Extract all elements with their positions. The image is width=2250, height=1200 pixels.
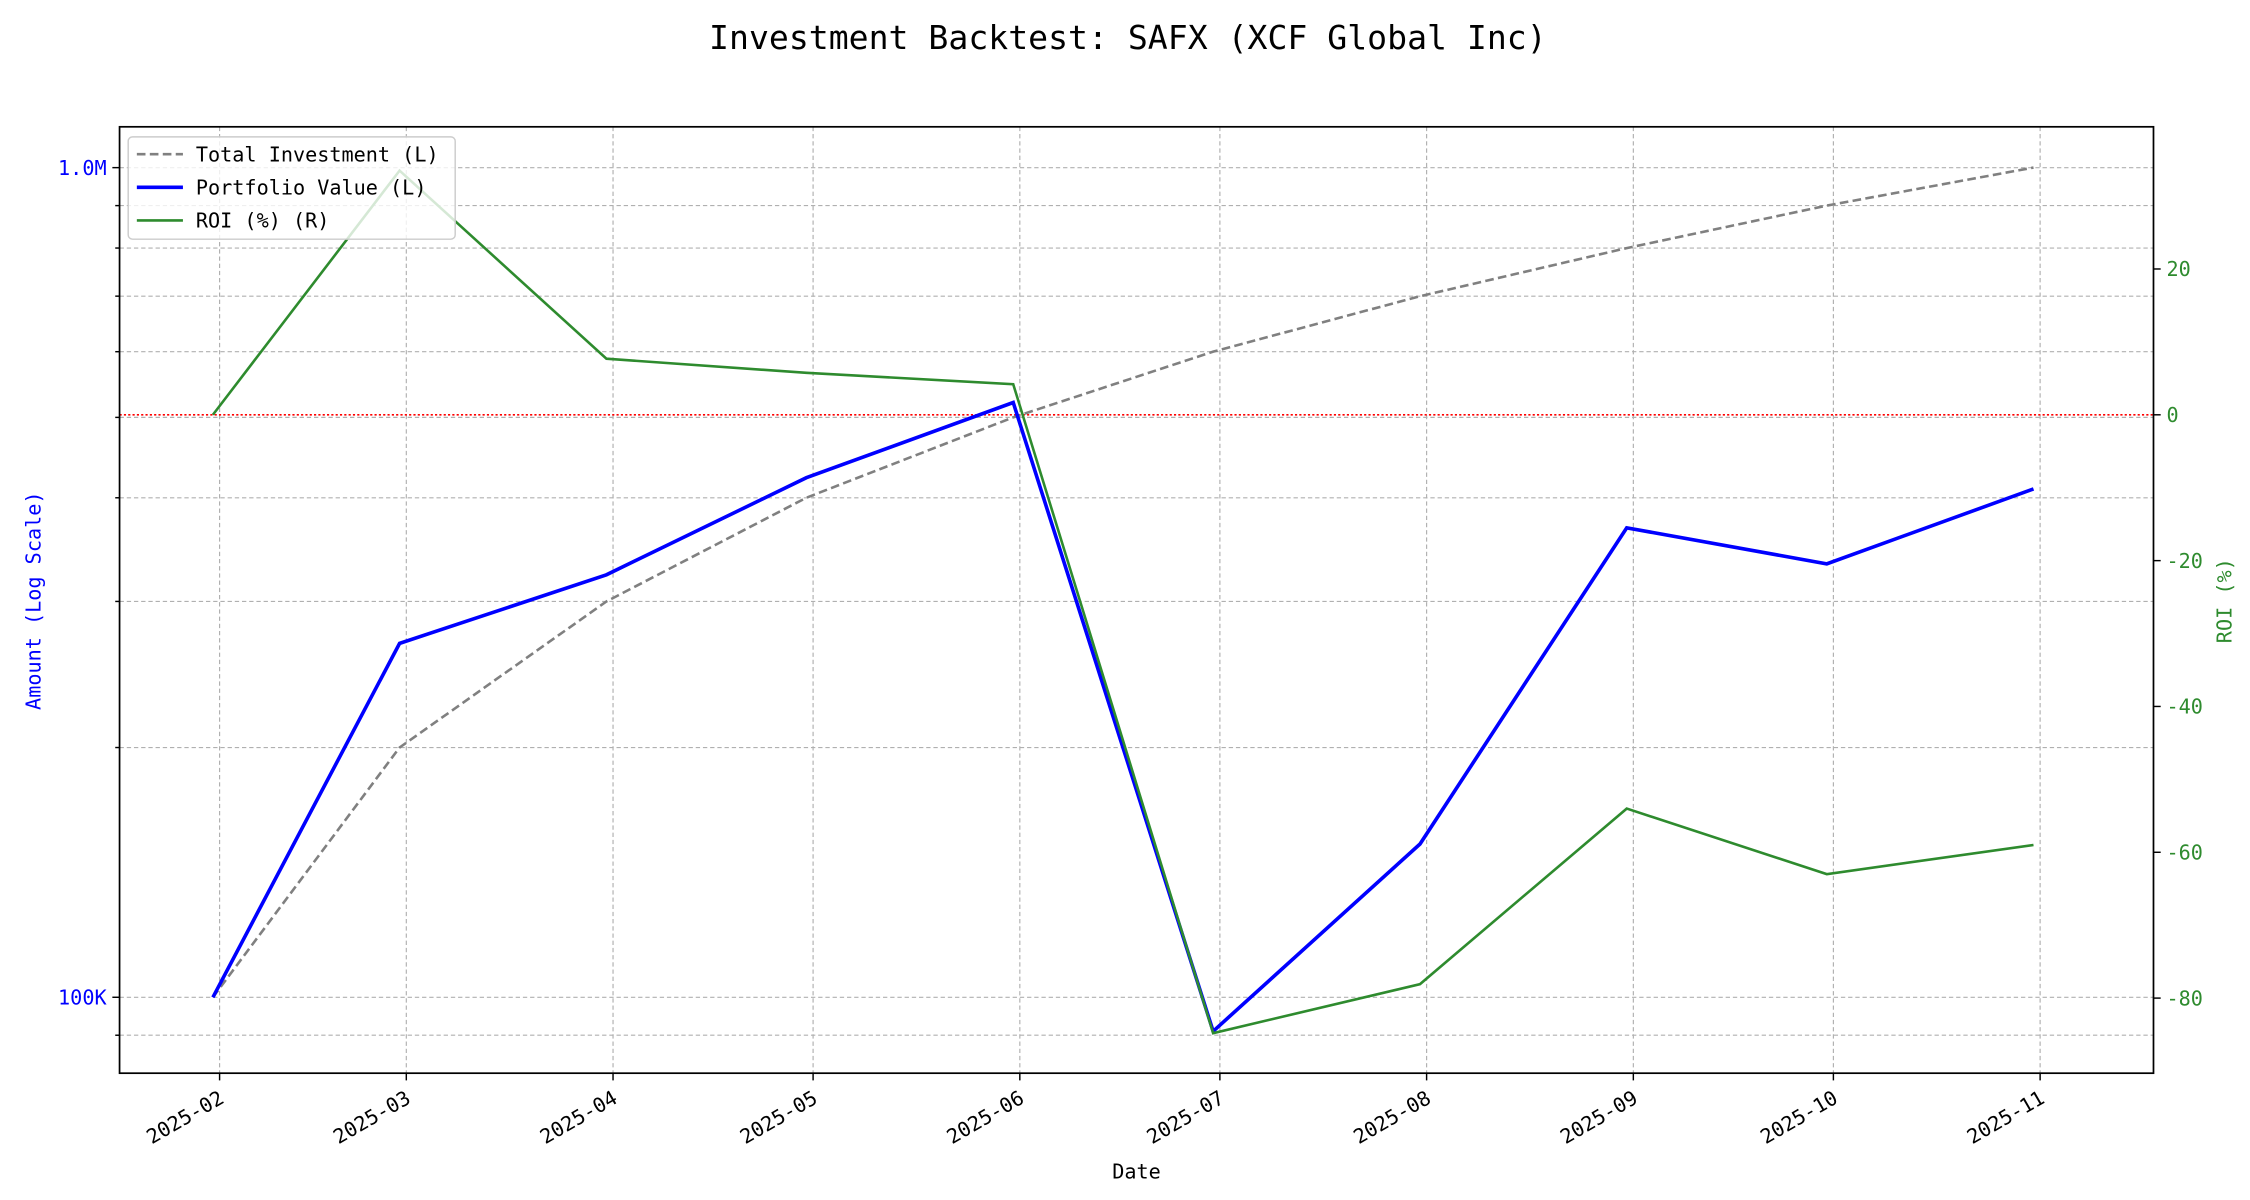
x-tick-label: 2025-08 — [1349, 1086, 1435, 1149]
legend-label: Portfolio Value (L) — [196, 176, 427, 200]
chart-title: Investment Backtest: SAFX (XCF Global In… — [709, 18, 1547, 57]
x-tick-label: 2025-04 — [536, 1086, 622, 1149]
left-axis-label: Amount (Log Scale) — [21, 492, 45, 710]
legend-label: ROI (%) (R) — [196, 209, 330, 233]
x-tick-label: 2025-05 — [736, 1086, 822, 1149]
x-tick-label: 2025-07 — [1143, 1086, 1229, 1149]
y-tick-label-right: -60 — [2166, 840, 2202, 864]
y-tick-label-left: 100K — [58, 985, 107, 1009]
series-line-roi-r- — [211, 168, 2034, 1035]
x-tick-label: 2025-02 — [142, 1086, 228, 1149]
x-axis-label: Date — [1112, 1159, 1161, 1183]
y-tick-label-right: -20 — [2166, 549, 2202, 573]
axes: 2025-02 2025-03 2025-04 2025-05 2025-06 2025-… — [58, 156, 2203, 1149]
plot-frame — [118, 125, 2155, 1075]
series-line-total-investment-l- — [211, 166, 2034, 999]
x-tick-label: 2025-11 — [1963, 1086, 2049, 1149]
series-lines — [119, 166, 2154, 1035]
x-tick-label: 2025-09 — [1556, 1086, 1642, 1149]
y-tick-label-right: 0 — [2166, 403, 2178, 427]
series-line-portfolio-value-l- — [211, 400, 2035, 1035]
x-tick-label: 2025-03 — [329, 1086, 415, 1149]
y-tick-label-left: 1.0M — [58, 156, 107, 180]
legend-box — [127, 136, 456, 240]
legend: Total Investment (L) Portfolio Value (L) R… — [127, 136, 456, 240]
x-tick-label: 2025-06 — [943, 1086, 1029, 1149]
x-tick-label: 2025-10 — [1756, 1086, 1842, 1149]
right-axis-label: ROI (%) — [2212, 558, 2236, 643]
y-tick-label-right: -80 — [2166, 986, 2202, 1010]
legend-label: Total Investment (L) — [196, 142, 439, 166]
grid-lines — [119, 126, 2154, 1074]
y-tick-label-right: 20 — [2166, 257, 2190, 281]
y-tick-label-right: -40 — [2166, 695, 2202, 719]
